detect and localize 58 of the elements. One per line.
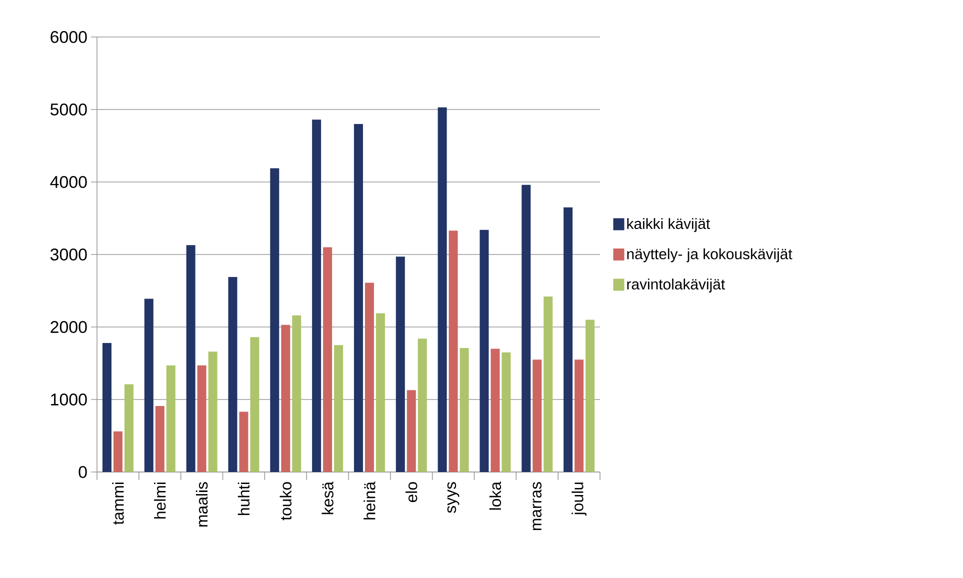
bar [334,345,344,472]
y-tick-label: 1000 [51,393,87,406]
bar [228,276,238,472]
x-tick-label: joulu [572,482,586,516]
bar [396,256,405,472]
y-tick-label: 2000 [50,320,87,333]
bar [186,245,196,472]
bar [113,431,122,472]
bar [502,352,511,472]
x-tick-label: huhti [238,482,250,515]
bar [144,298,154,472]
bar [448,230,458,472]
bar [460,348,469,472]
legend-label: näyttely- ja kokouskävijät [627,248,792,262]
bar [166,365,176,472]
bar [480,230,489,472]
x-tick-label: maalis [196,482,208,527]
y-tick-label: 4000 [50,176,87,188]
bar [354,124,363,472]
bar [532,360,542,472]
bar [323,247,332,472]
bar [522,184,531,472]
bar [312,120,322,472]
bar [490,348,500,472]
bar [544,296,553,472]
x-tick-label: kesä [322,482,334,514]
bar [208,352,218,472]
bar [270,168,280,472]
bar [197,365,206,472]
bar [124,384,134,472]
y-tick-label: 0 [78,466,87,478]
bar [574,360,584,472]
bar [564,207,573,472]
bar [250,337,260,472]
bar [155,406,164,472]
x-tick-label: touko [280,482,292,520]
x-tick-label: syys [447,482,460,513]
bar [418,338,427,472]
x-tick-label: helmi [154,482,166,518]
bar [376,313,385,472]
x-tick-label: elo [406,482,418,502]
bar [364,282,374,472]
bar [102,342,112,472]
legend-label: kaikki kävijät [627,218,710,232]
y-tick-label: 3000 [50,248,87,260]
x-tick-label: tammi [112,482,124,525]
bar [406,390,416,472]
y-tick-label: 6000 [50,30,87,43]
x-tick-label: heinä [364,482,376,520]
x-tick-label: loka [489,482,502,510]
bar [292,315,302,472]
bar [239,412,248,472]
x-tick-label: marras [532,482,542,530]
bar [586,320,595,472]
legend-label: ravintolakävijät [627,278,725,293]
bar [438,107,447,472]
y-tick-label: 5000 [50,103,87,116]
bar [281,324,290,472]
